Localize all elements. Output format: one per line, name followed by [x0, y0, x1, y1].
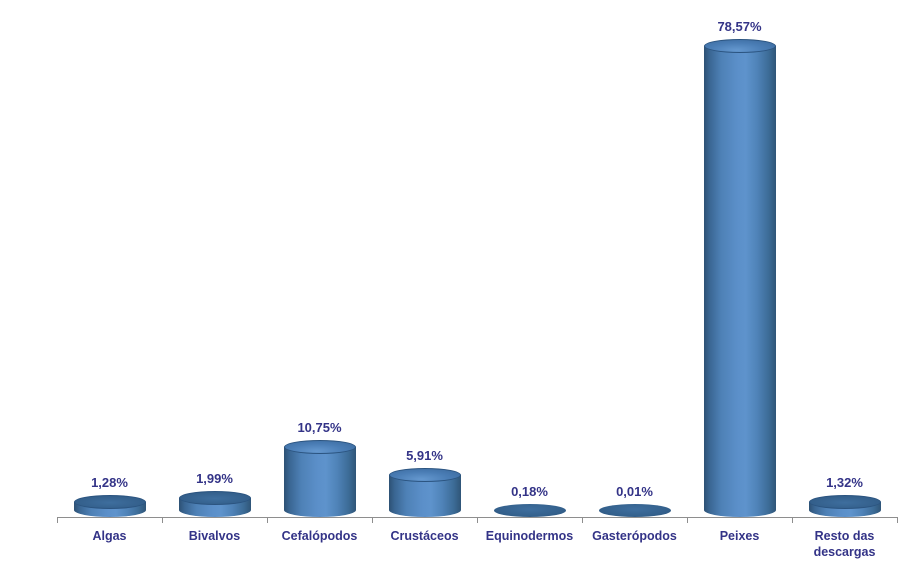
- bar-cylinder: [388, 468, 461, 517]
- axis-tick: [897, 518, 898, 523]
- category-label: Gasterópodos: [592, 529, 677, 543]
- category-label: Cefalópodos: [281, 529, 358, 543]
- bar-cylinder: [808, 495, 881, 517]
- bar-cylinder: [73, 495, 146, 517]
- category-label: Equinodermos: [485, 529, 574, 543]
- bar-slot-resto-das-descargas: 1,32% Resto das descargas: [792, 0, 897, 586]
- bar-value-label: 5,91%: [406, 448, 443, 464]
- cylinder-top-cap: [283, 439, 356, 454]
- cylinder-top-cap: [388, 468, 461, 483]
- bar-cylinder: [283, 439, 356, 517]
- axis-tick: [267, 518, 268, 523]
- cylinder-top-cap: [808, 495, 881, 510]
- axis-tick: [372, 518, 373, 523]
- axis-tick: [57, 518, 58, 523]
- bar-value-label: 1,28%: [91, 475, 128, 491]
- axis-tick: [792, 518, 793, 523]
- bar-slot-cefalopodos: 10,75% Cefalópodos: [267, 0, 372, 586]
- bar-slot-peixes: 78,57% Peixes: [687, 0, 792, 586]
- bar-slot-algas: 1,28% Algas: [57, 0, 162, 586]
- cylinder-top-cap: [73, 495, 146, 510]
- bar-slot-bivalvos: 1,99% Bivalvos: [162, 0, 267, 586]
- bar-cylinder: [703, 39, 776, 517]
- x-axis-line: [57, 517, 898, 518]
- bar-value-label: 1,32%: [826, 475, 863, 491]
- bar-value-label: 10,75%: [297, 419, 342, 435]
- category-label: Bivalvos: [188, 529, 241, 543]
- axis-tick: [477, 518, 478, 523]
- bar-slot-equinodermos: 0,18% Equinodermos: [477, 0, 582, 586]
- cylinder-body: [703, 46, 776, 517]
- axis-tick: [162, 518, 163, 523]
- bar-slot-gasteropodos: 0,01% Gasterópodos: [582, 0, 687, 586]
- bar-cylinder-flat: [598, 504, 671, 517]
- bar-value-label: 1,99%: [196, 471, 233, 487]
- category-label: Peixes: [719, 529, 760, 543]
- bar-value-label: 0,18%: [511, 484, 548, 499]
- cylinder-body: [283, 446, 356, 517]
- axis-tick: [687, 518, 688, 523]
- cylinder-top-cap: [703, 39, 776, 54]
- category-label: Algas: [92, 529, 127, 543]
- category-label: Resto das descargas: [813, 529, 876, 560]
- cylinder-top-cap: [178, 491, 251, 506]
- bar-cylinder-flat: [493, 504, 566, 517]
- bar-cylinder: [178, 491, 251, 517]
- bar-value-label: 0,01%: [616, 484, 653, 499]
- axis-tick: [582, 518, 583, 523]
- bar-value-label: 78,57%: [717, 19, 762, 35]
- category-label: Crustáceos: [390, 529, 459, 543]
- bar-slot-crustaceos: 5,91% Crustáceos: [372, 0, 477, 586]
